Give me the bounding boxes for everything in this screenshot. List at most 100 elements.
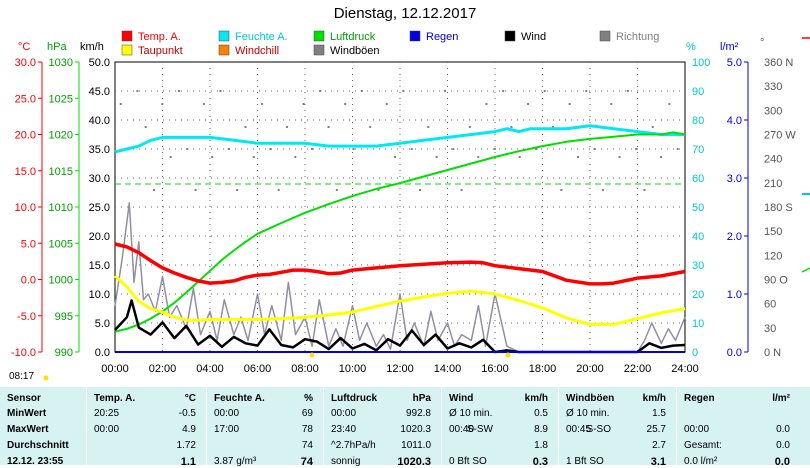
humidity-axis-tick: 90 xyxy=(692,86,704,98)
direction-point xyxy=(510,126,512,128)
direction-point xyxy=(602,189,604,191)
humidity-axis-tick: 80 xyxy=(692,115,704,127)
direction-point xyxy=(594,148,596,150)
direction-axis-tick: 30 xyxy=(764,323,776,335)
table-unit-rain: l/m² xyxy=(740,393,790,404)
rain-axis-tick: 5.0 xyxy=(727,57,742,69)
table-cell-gusts-note: 1 Bft SO xyxy=(566,456,604,467)
time-axis-tick: 08:00 xyxy=(291,363,319,375)
direction-point xyxy=(585,90,587,92)
legend-swatch-temp xyxy=(122,31,132,41)
time-axis-tick: 00:00 xyxy=(101,363,129,375)
humidity-axis-tick: 100 xyxy=(692,57,710,69)
direction-point xyxy=(610,103,612,105)
wind-axis-unit: km/h xyxy=(80,41,104,53)
legend-swatch-windchill xyxy=(219,45,229,55)
direction-point xyxy=(635,148,637,150)
time-axis-tick: 22:00 xyxy=(624,363,652,375)
wind-axis-tick: 25.0 xyxy=(89,202,110,214)
direction-point xyxy=(220,90,222,92)
time-axis-tick: 16:00 xyxy=(481,363,509,375)
table-cell-wind-value: 0.3 xyxy=(488,456,548,468)
table-unit-gusts: km/h xyxy=(616,393,666,404)
table-row-label: MaxWert xyxy=(7,424,49,435)
table-column-separator xyxy=(441,387,442,465)
table-unit-humidity: % xyxy=(263,393,313,404)
direction-point xyxy=(436,156,438,158)
table-cell-humidity-value: 69 xyxy=(253,408,313,419)
direction-point xyxy=(519,156,521,158)
direction-point xyxy=(286,126,288,128)
direction-point xyxy=(361,90,363,92)
direction-point xyxy=(569,103,571,105)
table-cell-humidity-value: 74 xyxy=(253,440,313,451)
legend-label-pressure: Luftdruck xyxy=(330,31,376,43)
humidity-axis-tick: 60 xyxy=(692,173,704,185)
table-cell-rain-value: 0.0 xyxy=(730,424,790,435)
direction-point xyxy=(494,148,496,150)
table-cell-pressure-note: sonnig xyxy=(331,456,360,467)
table-row-label: MinWert xyxy=(7,408,46,419)
direction-point xyxy=(344,103,346,105)
direction-point xyxy=(294,156,296,158)
table-header-pressure: Luftdruck xyxy=(331,393,377,404)
table-cell-rain-note: 0.0 l/m² xyxy=(684,456,717,467)
time-axis-tick: 20:00 xyxy=(576,363,604,375)
wind-axis-tick: 50.0 xyxy=(89,57,110,69)
table-row-label: Durchschnitt xyxy=(7,440,69,451)
table-cell-rain-note: 00:00 xyxy=(684,424,709,435)
table-cell-gusts-note: Ø 10 min. xyxy=(566,408,609,419)
temperature-axis-tick: 5.0 xyxy=(21,238,36,250)
pressure-axis-tick: 1010 xyxy=(49,202,73,214)
rain-axis-tick: 3.0 xyxy=(727,173,742,185)
table-cell-temp-note: 20:25 xyxy=(94,408,119,419)
direction-point xyxy=(452,148,454,150)
rain-axis-tick: 2.0 xyxy=(727,231,742,243)
table-cell-pressure-value: 992.8 xyxy=(371,408,431,419)
table-row-label: 12.12. 23:55 xyxy=(7,456,63,467)
temperature-axis-tick: 25.0 xyxy=(15,93,36,105)
direction-point xyxy=(469,126,471,128)
table-cell-pressure-value: 1020.3 xyxy=(371,456,431,468)
wind-axis-tick: 15.0 xyxy=(89,260,110,272)
humidity-axis-tick: 50 xyxy=(692,202,704,214)
table-cell-rain-note: Gesamt: xyxy=(684,440,722,451)
direction-point xyxy=(328,126,330,128)
time-axis-tick: 02:00 xyxy=(149,363,177,375)
humidity-axis-tick: 30 xyxy=(692,260,704,272)
direction-axis-tick: 330 xyxy=(764,81,782,93)
direction-point xyxy=(444,90,446,92)
direction-axis-tick: 150 xyxy=(764,226,782,238)
current-time-label: 08:17 xyxy=(9,371,34,382)
sun-marker xyxy=(310,353,315,358)
direction-point xyxy=(178,90,180,92)
direction-point xyxy=(161,103,163,105)
table-cell-gusts-value: 2.7 xyxy=(606,440,666,451)
time-axis-tick: 14:00 xyxy=(434,363,462,375)
pressure-axis-unit: hPa xyxy=(47,41,67,53)
direction-point xyxy=(502,90,504,92)
direction-axis-tick: 210 xyxy=(764,178,782,190)
direction-point xyxy=(269,148,271,150)
direction-axis-tick: 300 xyxy=(764,105,782,117)
humidity-axis-tick: 70 xyxy=(692,144,704,156)
direction-point xyxy=(244,126,246,128)
legend-swatch-humidity xyxy=(219,31,229,41)
direction-point xyxy=(369,126,371,128)
table-column-separator xyxy=(86,387,87,465)
direction-point xyxy=(411,148,413,150)
time-axis-tick: 24:00 xyxy=(671,363,699,375)
direction-axis-tick: 120 xyxy=(764,250,782,262)
legend-swatch-pressure xyxy=(314,31,324,41)
direction-axis-tick: 180 S xyxy=(764,202,793,214)
table-cell-humidity-note: 00:00 xyxy=(214,408,239,419)
table-cell-wind-value: 1.8 xyxy=(488,440,548,451)
humidity-axis-tick: 40 xyxy=(692,231,704,243)
legend-label-humidity: Feuchte A. xyxy=(235,31,288,43)
direction-point xyxy=(211,156,213,158)
direction-point xyxy=(461,189,463,191)
table-header-rain: Regen xyxy=(684,393,715,404)
rain-axis-tick: 0.0 xyxy=(727,347,742,359)
direction-point xyxy=(136,90,138,92)
direction-point xyxy=(419,189,421,191)
